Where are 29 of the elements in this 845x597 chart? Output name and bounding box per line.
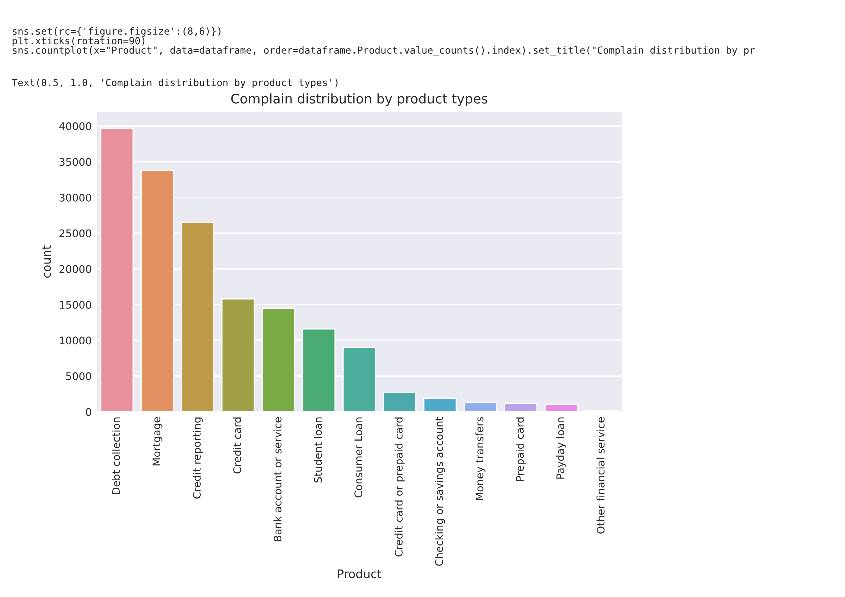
- x-tick-label: Prepaid card: [516, 418, 526, 482]
- text: sns.countplot(x="Product", data=dataframe, order=dataframe.Product.value_counts().index).set_title("Complain distribution by pr: [13, 46, 755, 56]
- x-axis-title: Product: [338, 569, 382, 579]
- y-tick-label: 35000: [60, 158, 92, 166]
- text: plt.xticks(rotation=90): [12, 37, 145, 47]
- x-tick-label: Student loan: [314, 418, 322, 483]
- y-tick-label: 0: [86, 408, 92, 416]
- x-tick-label: Other financial service: [596, 417, 605, 534]
- y-tick-label: 15000: [60, 301, 92, 309]
- x-tick-label: Payday loan: [556, 418, 566, 479]
- text: Text(0.5, 1.0, 'Complain distribution by product types'): [12, 78, 338, 88]
- y-tick-label: 30000: [60, 194, 92, 202]
- y-tick-label: 10000: [60, 336, 92, 345]
- chart-title: Complain distribution by product types: [231, 94, 488, 106]
- y-tick-label: 20000: [60, 265, 92, 274]
- x-tick-label: Money transfers: [476, 417, 486, 500]
- x-tick-label: Credit card or prepaid card: [394, 418, 405, 557]
- y-tick-label: 40000: [60, 122, 92, 130]
- x-tick-label: Credit reporting: [192, 418, 203, 499]
- text: sns.set(rc={'figure.figsize':(8,6)}): [13, 28, 221, 37]
- y-tick-label: 5000: [66, 372, 92, 380]
- y-tick-label: 25000: [60, 230, 92, 238]
- x-tick-label: Checking or savings account: [435, 417, 446, 566]
- x-tick-label: Mortgage: [152, 417, 163, 466]
- x-tick-label: Credit card: [233, 418, 242, 474]
- x-tick-label: Bank account or service: [274, 417, 282, 542]
- x-tick-label: Debt collection: [112, 418, 120, 494]
- x-tick-label: Consumer Loan: [354, 418, 363, 498]
- y-axis-title: count: [42, 246, 52, 278]
